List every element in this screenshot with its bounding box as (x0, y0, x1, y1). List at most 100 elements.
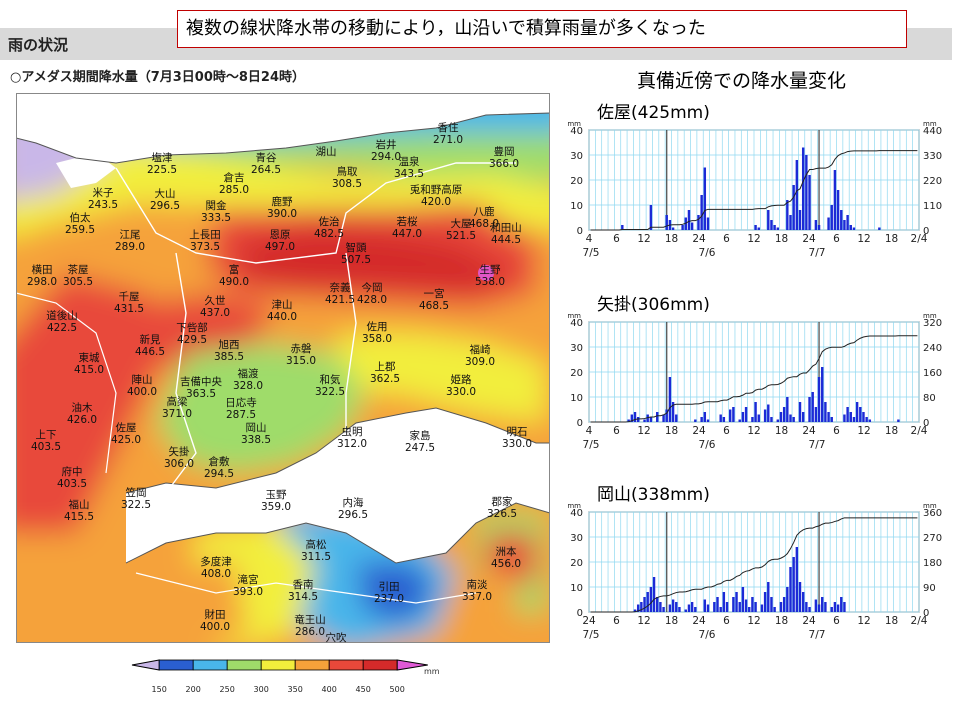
rain-bar (694, 419, 697, 422)
station-name: 油木 (72, 401, 93, 414)
rain-bar (836, 190, 840, 230)
station-name: 兎和野高原 (410, 183, 463, 196)
rain-bar (773, 225, 776, 230)
map-title: ○アメダス期間降水量（7月3日00時～8日24時） (10, 70, 306, 85)
station-name: 塩津 (152, 151, 173, 164)
station-value: 422.5 (47, 322, 77, 334)
x-tick: 4 (586, 425, 593, 437)
x-tick: 2/4 (911, 615, 928, 627)
rain-bar (808, 175, 811, 230)
date-label: 7/6 (699, 247, 716, 259)
rain-bar (843, 602, 846, 612)
x-tick: 18 (665, 233, 678, 245)
x-tick: 2/4 (911, 233, 928, 245)
x-tick: 12 (857, 615, 870, 627)
rain-bar (852, 417, 856, 422)
station-value: 225.5 (147, 164, 177, 176)
station-value: 482.5 (314, 228, 344, 240)
station-value: 296.5 (150, 200, 180, 212)
legend-tick: 450 (356, 685, 371, 694)
station-name: 東城 (79, 351, 100, 364)
y2-tick: 160 (923, 368, 942, 379)
station-name: 財田 (205, 608, 226, 621)
rain-bar (798, 582, 802, 612)
station-name: 岩井 (376, 138, 397, 151)
rain-bar (786, 587, 789, 612)
rain-bar (754, 602, 757, 612)
station-name: 江尾 (120, 229, 141, 241)
rain-bar (738, 602, 741, 612)
rain-bar (728, 409, 732, 422)
rain-bar (792, 417, 795, 422)
rain-bar (684, 217, 687, 230)
y2-tick: 90 (923, 583, 936, 594)
y2-tick: 360 (923, 508, 942, 519)
station-value: 490.0 (219, 276, 249, 288)
station-value: 362.5 (370, 373, 400, 385)
rain-bar (811, 392, 814, 422)
station-name: 上下 (36, 429, 57, 441)
station-name: 倉吉 (224, 171, 245, 184)
x-tick: 12 (857, 425, 870, 437)
cumulative-line (590, 335, 918, 423)
date-label: 7/6 (699, 629, 716, 641)
rain-bar (741, 412, 745, 422)
rain-bar (836, 604, 840, 612)
rain-bar (792, 185, 795, 230)
y2-tick: 0 (923, 226, 929, 237)
rain-bar (671, 599, 675, 612)
station-value: 285.0 (219, 184, 249, 196)
station-name: 和気 (320, 373, 341, 386)
rain-bar (824, 602, 827, 612)
x-tick: 18 (665, 425, 678, 437)
station-name: 佐用 (367, 320, 388, 333)
station-value: 294.5 (204, 468, 234, 480)
station-name: 福渡 (238, 367, 259, 380)
rain-bar (840, 597, 843, 612)
station-value: 247.5 (405, 442, 435, 454)
rain-bar (706, 217, 710, 230)
y-unit: mm (567, 502, 581, 510)
x-tick: 6 (613, 615, 620, 627)
station-name: 上郡 (375, 361, 396, 373)
station-value: 497.0 (265, 241, 295, 253)
rain-bar (814, 599, 818, 612)
rain-bar (767, 404, 770, 422)
station-value: 343.5 (394, 168, 424, 180)
rain-bar (801, 412, 805, 422)
station-name: 玉野 (266, 489, 287, 501)
station-value: 507.5 (341, 254, 371, 266)
station-value: 390.0 (267, 208, 297, 220)
station-name: 家島 (410, 429, 431, 442)
rain-bar (665, 409, 668, 422)
station-value: 286.0 (295, 626, 325, 638)
rain-bar (700, 195, 703, 230)
x-tick: 18 (775, 233, 788, 245)
station-value: 271.0 (433, 134, 463, 146)
rain-bar (760, 604, 764, 612)
rain-bar (716, 597, 719, 612)
rain-bar (656, 597, 659, 612)
x-tick: 6 (833, 233, 840, 245)
y2-tick: 330 (923, 151, 942, 162)
legend-swatch (226, 659, 262, 671)
rain-bar (868, 419, 872, 422)
rain-bar (821, 597, 824, 612)
station-name: 関金 (206, 199, 227, 212)
